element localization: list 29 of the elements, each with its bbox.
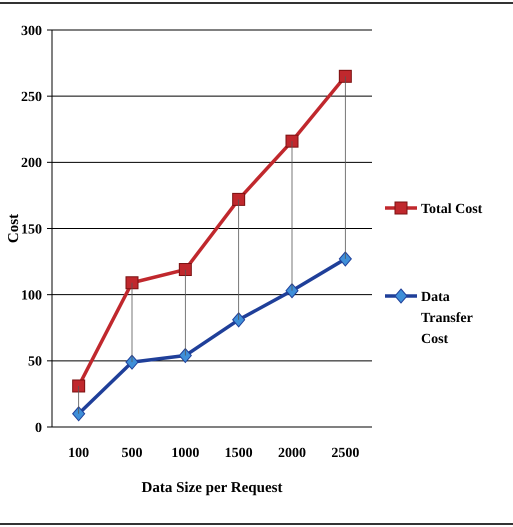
y-tick-label: 150 — [21, 222, 42, 238]
point — [72, 406, 86, 422]
x-tick-label: 2500 — [331, 446, 360, 461]
legend-label: Data Transfer Cost — [421, 290, 473, 347]
point — [232, 192, 246, 206]
x-axis-title: Data Size per Request — [142, 480, 282, 496]
x-tick-label: 1000 — [171, 446, 200, 461]
x-tick-label: 1500 — [224, 446, 253, 461]
point — [338, 70, 352, 83]
y-tick-label: 200 — [21, 156, 42, 172]
point — [338, 251, 352, 266]
point — [126, 354, 138, 370]
legend-label: Total Cost — [421, 202, 483, 217]
y-tick-label: 50 — [28, 354, 42, 370]
point — [286, 134, 298, 148]
point — [178, 348, 192, 364]
point — [232, 312, 246, 328]
x-tick-label: 100 — [68, 446, 90, 461]
y-tick-label: 0 — [35, 420, 42, 436]
y-tick-label: 100 — [21, 288, 42, 304]
point — [126, 276, 138, 290]
point — [286, 283, 298, 298]
point — [72, 379, 86, 392]
y-tick-label: 250 — [21, 90, 42, 106]
x-tick-label: 2000 — [278, 446, 306, 461]
y-axis-title: Cost — [6, 214, 22, 244]
y-tick-label: 300 — [21, 24, 42, 39]
point — [178, 263, 192, 276]
x-tick-label: 500 — [122, 446, 142, 461]
